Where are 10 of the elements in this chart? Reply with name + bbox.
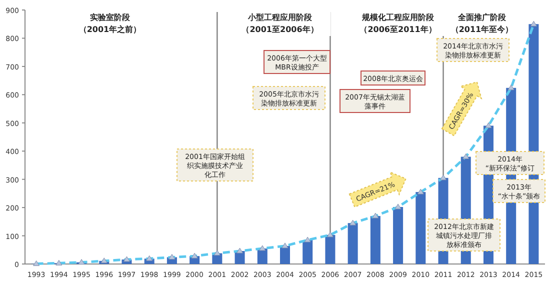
bar: [393, 206, 404, 264]
annotation: 实验室阶段（2001年之前）: [78, 12, 142, 34]
bar: [348, 223, 358, 264]
bar: [370, 216, 380, 264]
annotation: 全面推广阶段（2011年至今）: [450, 13, 514, 34]
bar: [416, 192, 426, 264]
annotation: 规模化工程应用阶段（2006至2011年）: [360, 12, 436, 34]
annotation: 小型工程应用阶段（2001至2006年）: [242, 12, 318, 34]
bar: [325, 234, 336, 264]
bar: [302, 240, 313, 264]
